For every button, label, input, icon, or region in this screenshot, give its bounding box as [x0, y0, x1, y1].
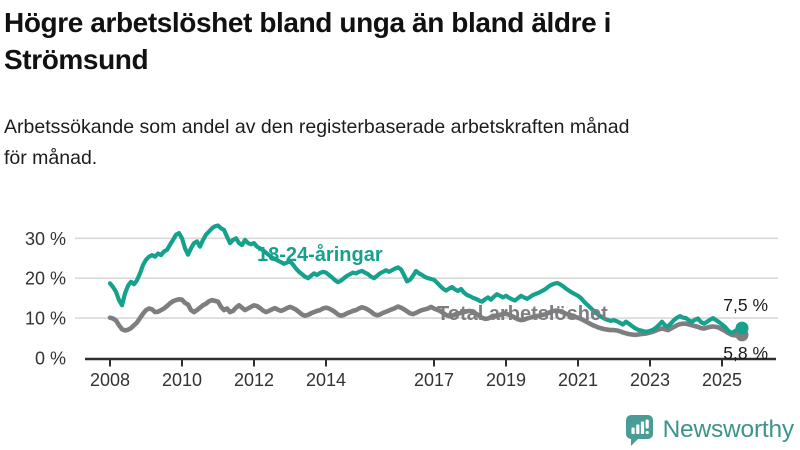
- page-title-line-2: Strömsund: [4, 44, 149, 75]
- end-value-label-total: 5,8 %: [723, 343, 768, 363]
- page-title-line-1: Högre arbetslöshet bland unga än bland ä…: [4, 7, 612, 38]
- x-tick-label: 2017: [414, 370, 454, 390]
- y-tick-label: 0 %: [35, 349, 66, 369]
- series-label-youth: 18-24-åringar: [257, 244, 383, 266]
- x-tick-label: 2010: [162, 370, 202, 390]
- page-subtitle-line-1: Arbetssökande som andel av den registerb…: [4, 116, 630, 138]
- page-subtitle-line-2: för månad.: [4, 147, 98, 169]
- page-subtitle: Arbetssökande som andel av den registerb…: [4, 112, 796, 174]
- series-line-total: [107, 296, 743, 338]
- x-tick-label: 2014: [306, 370, 346, 390]
- y-tick-label: 20 %: [25, 269, 66, 289]
- y-tick-label: 30 %: [25, 229, 66, 249]
- x-tick-label: 2021: [558, 370, 598, 390]
- series-end-dot-youth: [735, 321, 749, 335]
- brand-name: Newsworthy: [662, 416, 795, 443]
- x-tick-label: 2008: [90, 370, 130, 390]
- x-tick-label: 2025: [702, 370, 742, 390]
- newsworthy-logo[interactable]: Newsworthy: [624, 412, 794, 448]
- page-title: Högre arbetslöshet bland unga än bland ä…: [4, 4, 796, 78]
- series-line-youth: [107, 223, 743, 335]
- x-tick-label: 2019: [486, 370, 526, 390]
- end-value-label-youth: 7,5 %: [723, 295, 768, 315]
- x-tick-label: 2012: [234, 370, 274, 390]
- bar-chart-speech-bubble-icon: [625, 415, 653, 446]
- series-label-total: Total arbetslöshet: [437, 303, 608, 325]
- x-tick-label: 2023: [630, 370, 670, 390]
- y-tick-label: 10 %: [25, 309, 66, 329]
